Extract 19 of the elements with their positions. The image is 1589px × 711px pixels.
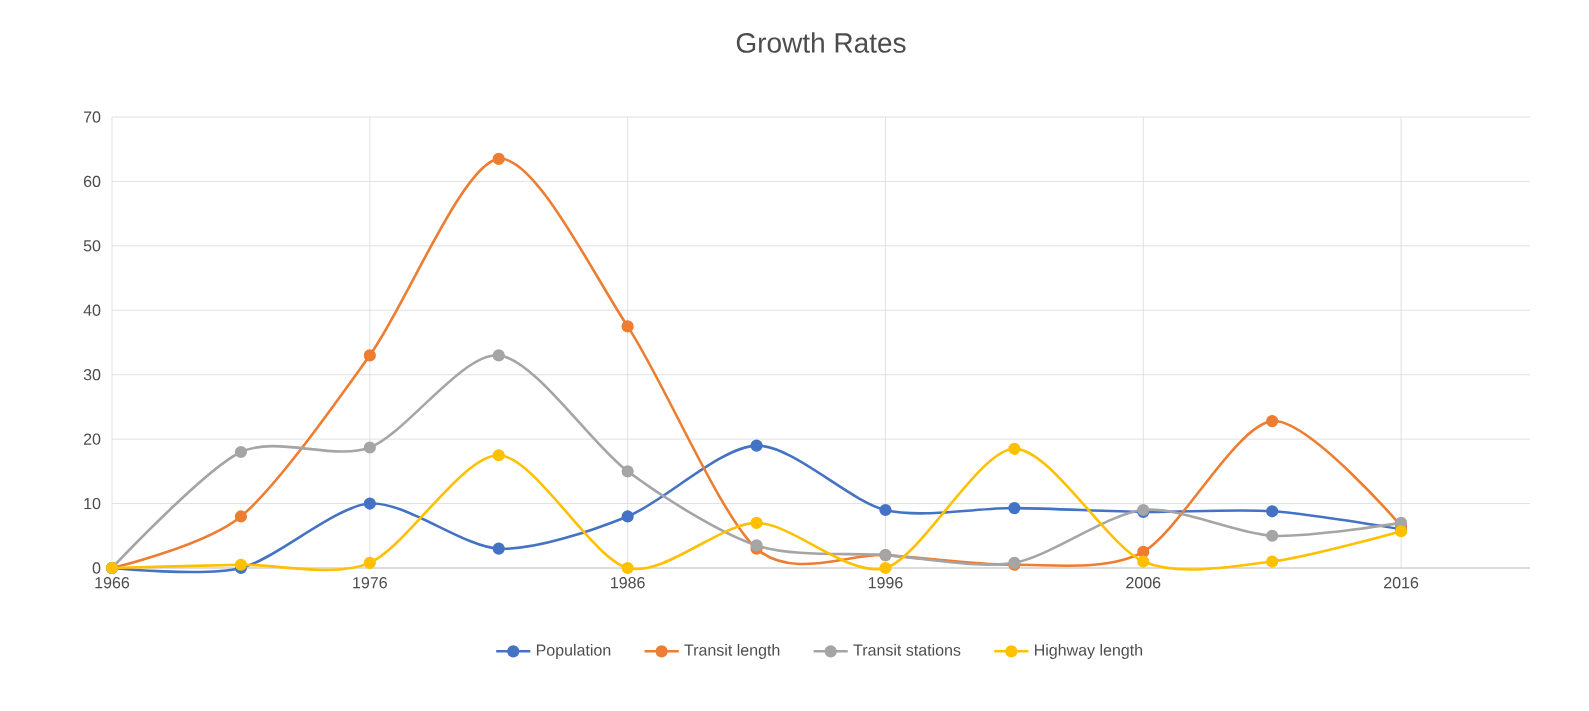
- y-tick-label: 60: [83, 175, 101, 188]
- legend-label: Transit stations: [853, 644, 961, 656]
- y-tick-label: 10: [84, 497, 101, 510]
- chart-title: Growth Rates: [736, 32, 906, 53]
- y-tick-label: 40: [83, 304, 101, 316]
- y-tick-label: 0: [92, 562, 101, 574]
- x-tick-label: 1996: [868, 577, 903, 589]
- legend-label: Transit length: [684, 644, 780, 659]
- y-tick-label: 50: [83, 240, 101, 252]
- x-tick-label: 1986: [611, 577, 645, 589]
- x-tick-label: 1976: [353, 577, 387, 589]
- y-tick-label: 20: [83, 433, 101, 445]
- legend-label: Highway length: [1035, 644, 1143, 659]
- legend-label: Population: [536, 644, 611, 659]
- y-tick-label: 30: [83, 369, 101, 381]
- x-tick-label: 2006: [1126, 577, 1161, 589]
- x-tick-label: 2016: [1384, 577, 1419, 589]
- y-tick-label: 70: [83, 111, 101, 123]
- x-tick-label: 1966: [95, 577, 130, 589]
